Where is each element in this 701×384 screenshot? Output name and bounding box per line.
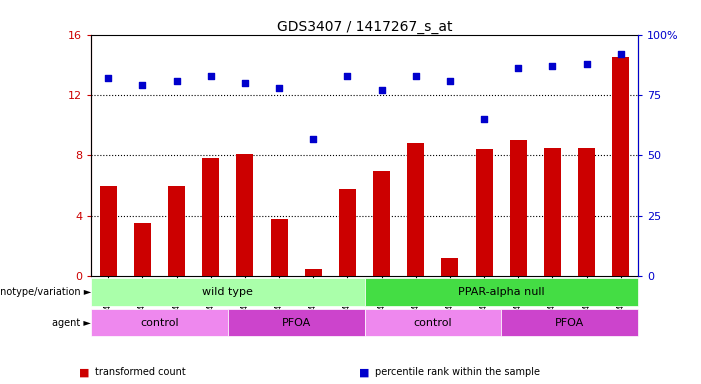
Bar [305,269,322,276]
Bar [612,57,629,276]
Point [273,85,285,91]
Text: ■: ■ [79,367,89,377]
Text: transformed count: transformed count [95,367,185,377]
Bar [442,258,458,276]
Text: agent ►: agent ► [53,318,91,328]
Bar [501,309,638,336]
Bar [134,223,151,276]
Point [512,65,524,71]
Bar [271,219,287,276]
Text: PFOA: PFOA [282,318,311,328]
Point [376,87,387,93]
Bar [91,309,228,336]
Point [342,73,353,79]
Point [547,63,558,69]
Point [205,73,217,79]
Text: wild type: wild type [203,287,253,297]
Bar [578,148,595,276]
Text: PPAR-alpha null: PPAR-alpha null [458,287,545,297]
Point [581,61,592,67]
Bar [510,140,527,276]
Text: percentile rank within the sample: percentile rank within the sample [375,367,540,377]
Bar [91,278,365,306]
Text: control: control [414,318,452,328]
Bar [365,278,638,306]
Point [239,80,250,86]
Bar [475,149,493,276]
Bar [339,189,356,276]
Point [615,51,627,57]
Point [444,78,456,84]
Bar [236,154,254,276]
Text: ■: ■ [360,367,369,377]
Text: control: control [140,318,179,328]
Point [479,116,490,122]
Bar [100,186,117,276]
Title: GDS3407 / 1417267_s_at: GDS3407 / 1417267_s_at [277,20,452,33]
Point [308,136,319,142]
Bar [373,170,390,276]
Bar [407,143,424,276]
Point [102,75,114,81]
Bar [202,159,219,276]
Point [171,78,182,84]
Bar [544,148,561,276]
Bar [365,309,501,336]
Bar [228,309,365,336]
Point [137,82,148,88]
Text: PFOA: PFOA [555,318,584,328]
Bar [168,186,185,276]
Point [410,73,421,79]
Text: genotype/variation ►: genotype/variation ► [0,287,91,297]
